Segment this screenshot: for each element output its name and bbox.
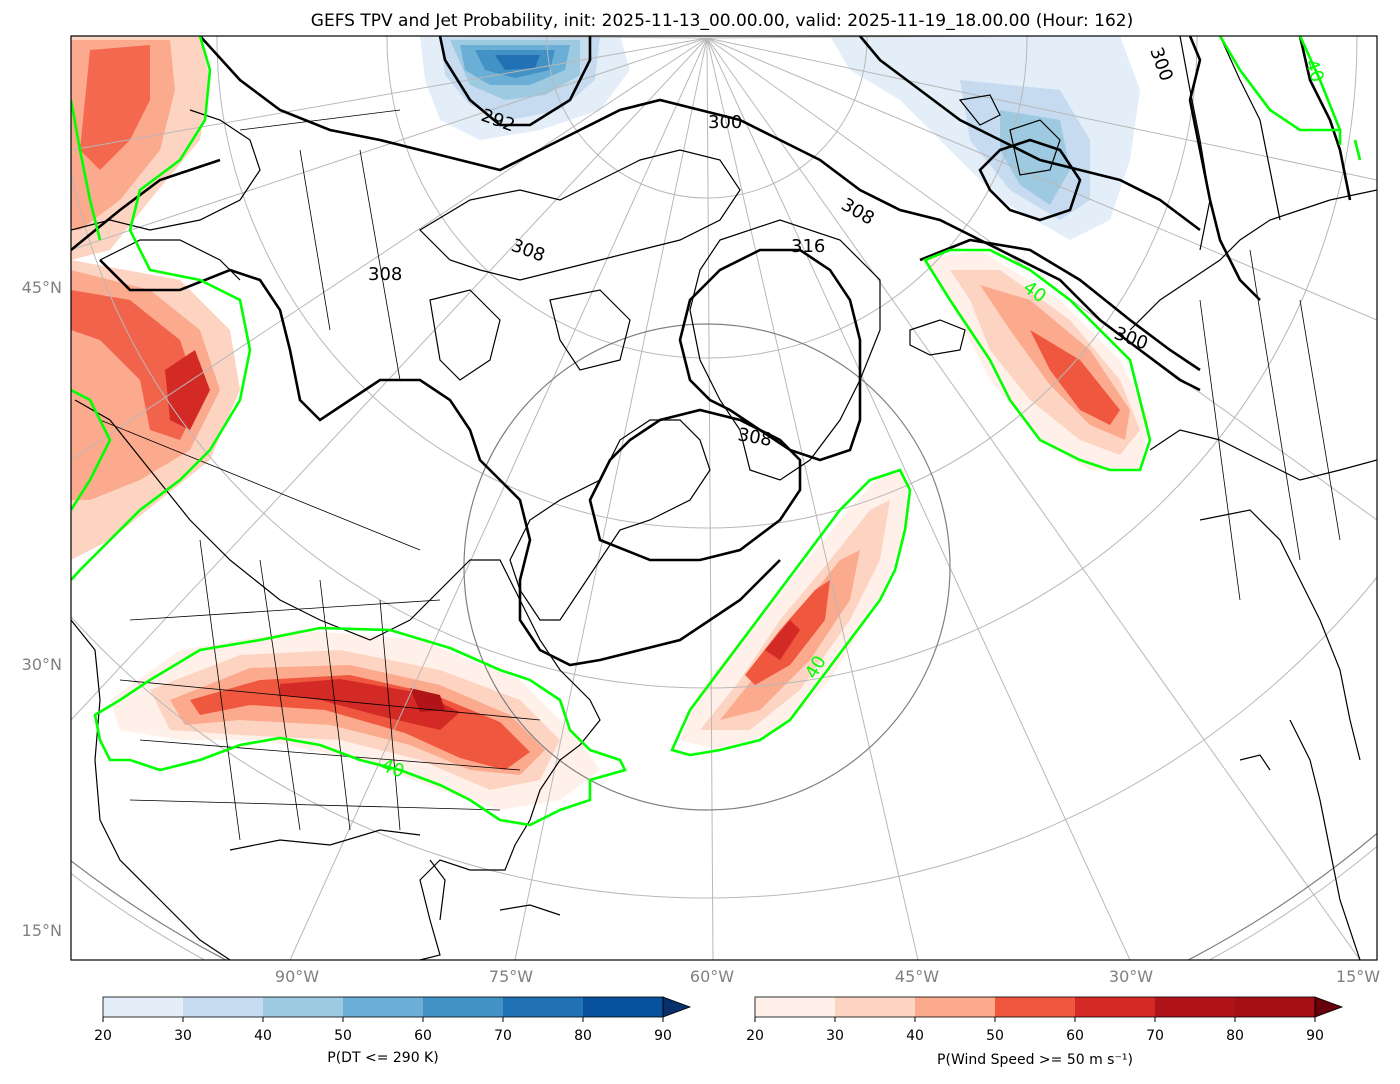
colorbar-tick-label: 80 — [1226, 1028, 1244, 1044]
dt-label: 300 — [708, 112, 742, 133]
colorbar-swatch — [1235, 997, 1316, 1017]
colorbar-tick-label: 30 — [826, 1028, 844, 1044]
colorbar-tick-label: 20 — [746, 1028, 764, 1044]
colorbar-swatch — [835, 997, 916, 1017]
colorbar-swatch — [263, 997, 344, 1017]
political-borders — [99, 109, 1341, 841]
lon-label: 90°W — [275, 967, 319, 986]
colorbar-tick-label: 50 — [986, 1028, 1004, 1044]
lat-label: 30°N — [22, 655, 62, 674]
colorbar-swatch — [183, 997, 264, 1017]
colorbar-tick-label: 40 — [906, 1028, 924, 1044]
lon-label: 15°W — [1336, 967, 1380, 986]
dt-label: 316 — [791, 236, 825, 257]
colorbar-swatch — [1075, 997, 1156, 1017]
coastlines — [71, 36, 1377, 960]
longitude-labels: 90°W 75°W 60°W 45°W 30°W 15°W — [275, 967, 1380, 986]
colorbar-tick-label: 80 — [574, 1028, 592, 1044]
colorbar-swatch — [995, 997, 1076, 1017]
colorbar-wind-frame — [754, 996, 1316, 1018]
colorbar-swatch — [755, 997, 836, 1017]
dt-contours — [71, 36, 1352, 667]
colorbar-swatch — [583, 997, 664, 1017]
lat-label: 45°N — [22, 278, 62, 297]
dt-label: 308 — [368, 264, 402, 285]
colorbar-wind: 20 30 40 50 60 70 80 90 P(Wind Speed >= 50 m s⁻… — [746, 996, 1344, 1068]
latitude-labels: 45°N 30°N 15°N — [22, 278, 62, 940]
colorbar-dt-label: P(DT <= 290 K) — [327, 1050, 438, 1066]
colorbar-tick-label: 60 — [414, 1028, 432, 1044]
colorbar-dt-swatches — [103, 997, 664, 1017]
colorbar-tick-label: 40 — [254, 1028, 272, 1044]
colorbar-tick-label: 60 — [1066, 1028, 1084, 1044]
colorbar-dt: 20 30 40 50 60 70 80 90 P(DT <= 290 K) — [94, 996, 692, 1066]
colorbar-tick-label: 70 — [494, 1028, 512, 1044]
map-frame — [70, 35, 1378, 961]
colorbar-wind-extend-arrow — [1314, 996, 1344, 1018]
colorbar-tick-label: 90 — [654, 1028, 672, 1044]
colorbar-swatch — [343, 997, 424, 1017]
colorbar-dt-frame — [102, 996, 664, 1018]
lon-label: 30°W — [1109, 967, 1153, 986]
colorbar-wind-label: P(Wind Speed >= 50 m s⁻¹) — [937, 1052, 1133, 1068]
lon-label: 75°W — [489, 967, 533, 986]
colorbar-tick-label: 50 — [334, 1028, 352, 1044]
lon-label: 60°W — [690, 967, 734, 986]
lat-label: 15°N — [22, 921, 62, 940]
colorbar-tick-label: 70 — [1146, 1028, 1164, 1044]
colorbar-swatch — [103, 997, 184, 1017]
colorbar-swatch — [915, 997, 996, 1017]
colorbar-tick-label: 90 — [1306, 1028, 1324, 1044]
colorbar-swatch — [1155, 997, 1236, 1017]
colorbar-wind-ticks: 20 30 40 50 60 70 80 90 — [746, 1017, 1324, 1044]
colorbar-wind-swatches — [755, 997, 1316, 1017]
colorbar-tick-label: 20 — [94, 1028, 112, 1044]
dt-probability-shading — [420, 36, 1140, 240]
colorbar-tick-label: 30 — [174, 1028, 192, 1044]
lon-label: 45°W — [895, 967, 939, 986]
colorbar-dt-ticks: 20 30 40 50 60 70 80 90 — [94, 1017, 672, 1044]
jet-contours — [71, 36, 1362, 827]
colorbar-swatch — [423, 997, 504, 1017]
map-background — [71, 36, 1377, 960]
colorbar-swatch — [503, 997, 584, 1017]
figure-title: GEFS TPV and Jet Probability, init: 2025… — [311, 11, 1133, 31]
colorbar-dt-extend-arrow — [662, 996, 692, 1018]
wind-probability-shading — [71, 36, 1150, 810]
